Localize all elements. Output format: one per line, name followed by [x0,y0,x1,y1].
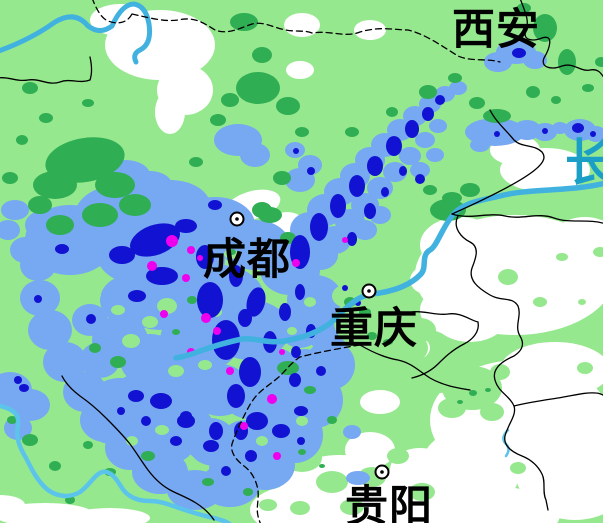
boundary-chongqing-south [359,344,471,391]
boundary-yangtze-south [451,213,603,224]
extreme-rain-layer [147,235,348,460]
city-markers-layer [229,211,390,480]
city-label-xian: 西安 [452,5,540,55]
boundary-east-branch [513,392,603,407]
city-marker-chongqing [361,283,377,299]
moderate-rain-layer [2,3,603,504]
labels-layer: 西安 成都 重庆 贵阳 长 [203,5,603,523]
boundary-southwest [61,375,215,521]
city-label-chengdu: 成都 [203,235,291,285]
boundary-east-loop [455,215,549,511]
river-southwest [0,403,233,523]
boundary-north-dashed [92,0,501,63]
city-label-guiyang: 贵阳 [345,482,433,523]
yangtze-river-label: 长 [565,134,603,192]
boundary-xian [520,0,603,78]
boundary-chongqing-north [411,310,479,379]
boundary-west [0,56,93,84]
boundary-center-dashed [230,344,361,523]
city-marker-guiyang [374,464,390,480]
river-north [0,1,153,65]
city-marker-chengdu [229,211,245,227]
city-label-chongqing: 重庆 [330,304,418,354]
boundary-east-hills [451,109,545,215]
